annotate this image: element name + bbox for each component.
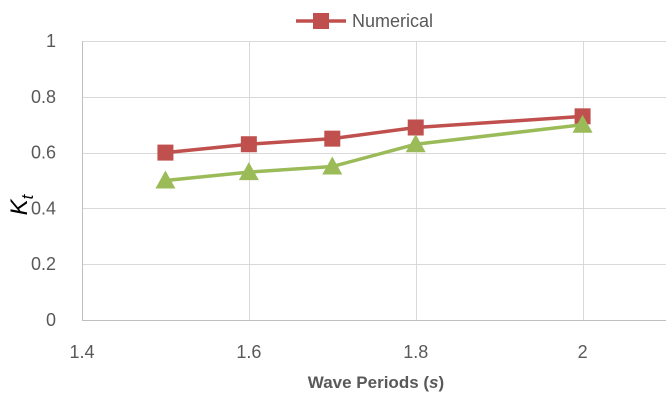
- x-tick-label: 2: [578, 342, 588, 362]
- y-tick-label: 0: [46, 310, 56, 330]
- legend: Numerical: [296, 11, 433, 31]
- data-point: [407, 119, 424, 136]
- y-tick-label: 1: [46, 31, 56, 51]
- series-line: [163, 114, 585, 155]
- x-tick-label: 1.6: [236, 342, 261, 362]
- series-group: [155, 108, 593, 189]
- data-point: [155, 170, 176, 189]
- axes: 0 0.2 0.4 0.6 0.8 1 1.4 1.6 1.8 2: [31, 31, 666, 362]
- grid: [82, 41, 666, 320]
- y-tick-label: 0.8: [31, 87, 56, 107]
- x-tick-label: 1.4: [69, 342, 94, 362]
- y-tick-label: 0.2: [31, 254, 56, 274]
- series-1: [157, 108, 591, 161]
- x-tick-label: 1.8: [403, 342, 428, 362]
- legend-label: Numerical: [352, 11, 433, 31]
- y-tick-label: 0.4: [31, 198, 56, 218]
- data-point: [405, 134, 426, 153]
- data-point: [572, 114, 593, 133]
- y-tick-label: 0.6: [31, 143, 56, 163]
- data-point: [322, 156, 343, 175]
- data-point: [240, 136, 257, 153]
- legend-item: Numerical: [296, 11, 433, 31]
- legend-marker: [313, 13, 329, 29]
- series-2: [155, 114, 593, 189]
- x-axis-title: Wave Periods (s): [308, 373, 444, 392]
- y-axis-title: Kt: [6, 193, 37, 215]
- data-point: [238, 162, 259, 181]
- data-point: [157, 144, 174, 161]
- data-point: [324, 130, 341, 147]
